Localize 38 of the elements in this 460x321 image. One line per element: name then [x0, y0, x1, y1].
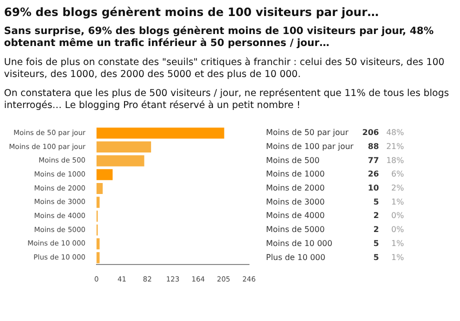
y-tick-label: Moins de 10 000 — [266, 238, 332, 248]
bar — [96, 169, 113, 180]
data-label: 5 — [373, 197, 380, 206]
text: Une fois de plus on constate des "seuils" critiques à franchir : celui des 50 visiteurs, des 100 visiteurs, des 1000, des 2000 des 5000 et des plus de 10 000. — [4, 57, 446, 81]
data-label: 10 — [368, 184, 380, 193]
y-tick-label: Moins de 50 par jour — [266, 128, 350, 138]
text: 2% — [391, 184, 404, 193]
text: 1% — [391, 238, 404, 248]
text: 6% — [391, 170, 404, 179]
y-tick-label: Moins de 500 — [266, 156, 320, 165]
y-tick-label: Moins de 2000 — [266, 184, 325, 193]
bar — [96, 141, 152, 152]
y-tick-label: Plus de 10 000 — [266, 252, 326, 262]
y-tick-label: Moins de 1000 — [266, 170, 325, 179]
data-label: 5 — [373, 252, 380, 262]
text: 21% — [386, 142, 404, 152]
text: 48% — [386, 128, 404, 138]
text: 18% — [386, 156, 404, 165]
y-tick-label: Moins de 4000 — [266, 211, 325, 220]
bar — [96, 155, 144, 166]
bar — [96, 128, 224, 139]
data-label: 77 — [368, 156, 379, 165]
data-label: 26 — [368, 170, 380, 179]
text: 1% — [391, 197, 404, 206]
chart-subtitle: Sans surprise, 69% des blogs génèrent moins de 100 visiteurs par jour, 48% obtenant même un trafic inférieur à 50 personnes / jour… — [4, 26, 435, 50]
data-label: 206 — [362, 128, 380, 138]
data-label: 88 — [368, 142, 380, 152]
y-tick-label: Moins de 5000 — [266, 225, 325, 234]
text: 0% — [391, 225, 404, 234]
data-label: 2 — [373, 211, 379, 220]
text: On constatera que les plus de 500 visiteurs / jour, ne représentent que 11% de tous les blogs interrogés… Le blogging Pro étant réservé à un petit nombre ! — [4, 88, 450, 112]
y-tick-label: Moins de 100 par jour — [266, 142, 354, 152]
text: 1% — [391, 252, 404, 262]
y-tick-label: Moins de 3000 — [266, 197, 325, 206]
data-label: 5 — [373, 238, 380, 248]
data-label: 2 — [373, 225, 379, 234]
text: 0% — [391, 211, 404, 220]
chart-title: 69% des blogs génèrent moins de 100 visiteurs par jour… — [4, 5, 380, 19]
